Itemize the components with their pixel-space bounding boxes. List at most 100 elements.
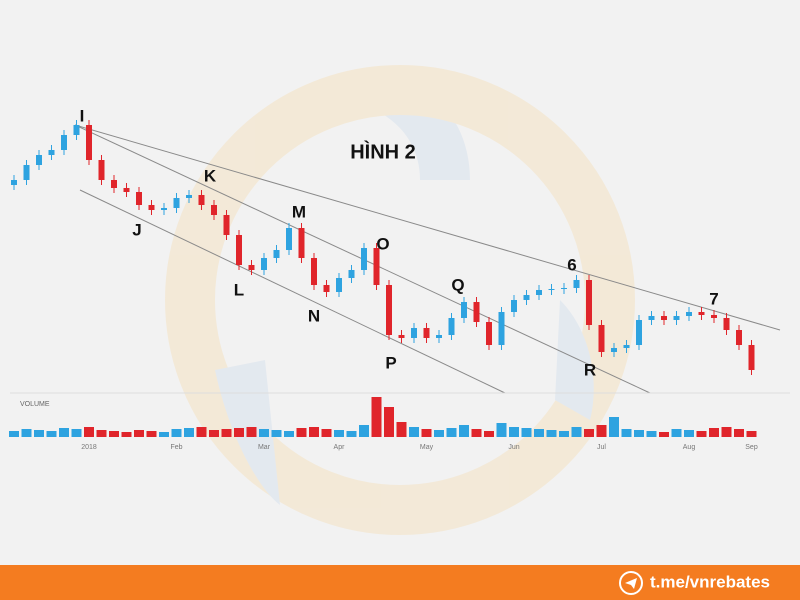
volume-bar	[96, 430, 107, 437]
candle-body	[486, 322, 492, 345]
candle-body	[373, 248, 380, 285]
x-tick-label: Sep	[745, 444, 758, 451]
candle-body	[223, 215, 230, 235]
candle-body	[436, 335, 442, 338]
trend-line	[74, 124, 781, 331]
candle-body	[611, 348, 617, 352]
telegram-icon	[619, 571, 643, 595]
candle-body	[173, 198, 180, 208]
volume-bar	[634, 430, 644, 437]
candle-body	[11, 180, 17, 185]
x-tick-label: May	[420, 444, 434, 451]
volume-bar	[371, 397, 382, 437]
candle-body	[161, 208, 167, 210]
x-tick-label: Mar	[258, 444, 271, 451]
volume-bar	[109, 431, 119, 437]
trend-line	[79, 189, 506, 394]
volume-bar	[46, 431, 57, 437]
candle-body	[723, 318, 730, 330]
candle-body	[98, 160, 105, 180]
candle-body	[273, 250, 280, 258]
candle-body	[73, 125, 80, 135]
candle-body	[298, 228, 305, 258]
volume-bar	[71, 429, 82, 437]
volume-bar	[184, 428, 194, 437]
candle-body	[311, 258, 317, 285]
candle-body	[748, 345, 755, 370]
candle-body	[661, 316, 667, 320]
annotation: R	[584, 360, 596, 379]
x-tick-label: Apr	[334, 444, 346, 451]
volume-bar	[421, 429, 432, 437]
candle-body	[123, 188, 130, 192]
annotation: I	[80, 106, 85, 125]
annotations: I J K L M N O P Q R 6 7	[80, 106, 719, 379]
candle-body	[248, 265, 255, 270]
candle-body	[698, 312, 705, 315]
volume-bar	[234, 428, 244, 437]
annotation: J	[132, 220, 141, 239]
candle-body	[386, 285, 392, 335]
volume-bar	[709, 428, 719, 437]
volume-bar	[571, 427, 582, 437]
footer-link[interactable]: t.me/vnrebates	[650, 572, 770, 591]
candle-body	[623, 345, 630, 348]
volume-bar	[434, 430, 444, 437]
annotation: Q	[451, 275, 464, 294]
volume-bar	[196, 427, 207, 437]
volume-bar	[446, 428, 457, 437]
x-tick-label: Jul	[597, 444, 606, 451]
marks: 2018 Feb Mar Apr May Jun Jul Aug Sep	[9, 120, 758, 451]
volume-bar	[559, 431, 569, 437]
candle-body	[573, 280, 580, 288]
candle-body	[498, 312, 505, 345]
candle-body	[648, 316, 655, 320]
volume-bar	[746, 431, 757, 437]
candle-body	[361, 248, 367, 270]
candle-body	[398, 335, 405, 338]
volume-bar	[684, 430, 694, 437]
volume-bar	[246, 427, 257, 437]
candle-body	[148, 205, 155, 210]
candle-body	[448, 318, 455, 335]
candle-body	[111, 180, 117, 188]
candle-body	[86, 125, 92, 160]
candle-body	[198, 195, 205, 205]
candle-body	[36, 155, 42, 165]
volume-bar	[546, 430, 557, 437]
volume-bar	[9, 431, 19, 437]
volume-bar	[471, 429, 482, 437]
annotation: M	[292, 202, 306, 221]
volume-bar	[384, 407, 394, 437]
x-tick-label: Jun	[508, 444, 519, 451]
x-tick-label: Feb	[170, 444, 182, 451]
volume-bar	[409, 427, 419, 437]
volume-bar	[259, 429, 269, 437]
volume-bar	[721, 427, 732, 437]
volume-bar	[221, 429, 232, 437]
candle-body	[23, 165, 30, 180]
volume-bar	[609, 417, 619, 437]
volume-bar	[146, 431, 157, 437]
candle-body	[348, 270, 355, 278]
volume-bar	[346, 431, 357, 437]
volume-bar	[159, 432, 169, 437]
x-tick-label: 2018	[81, 444, 97, 451]
candle-body	[711, 315, 717, 318]
candle-body	[598, 325, 605, 352]
volume-bar	[121, 432, 132, 437]
volume-bar	[209, 430, 219, 437]
volume-bar	[509, 427, 519, 437]
volume-bar	[584, 429, 594, 437]
volume-bar	[84, 427, 94, 437]
x-tick-label: Aug	[683, 444, 696, 451]
candle-body	[423, 328, 430, 338]
annotation: 6	[567, 255, 576, 274]
candle-body	[236, 235, 242, 265]
volume-bar	[646, 431, 657, 437]
annotation: K	[204, 166, 217, 185]
watermark	[165, 65, 635, 535]
volume-bar	[534, 429, 544, 437]
